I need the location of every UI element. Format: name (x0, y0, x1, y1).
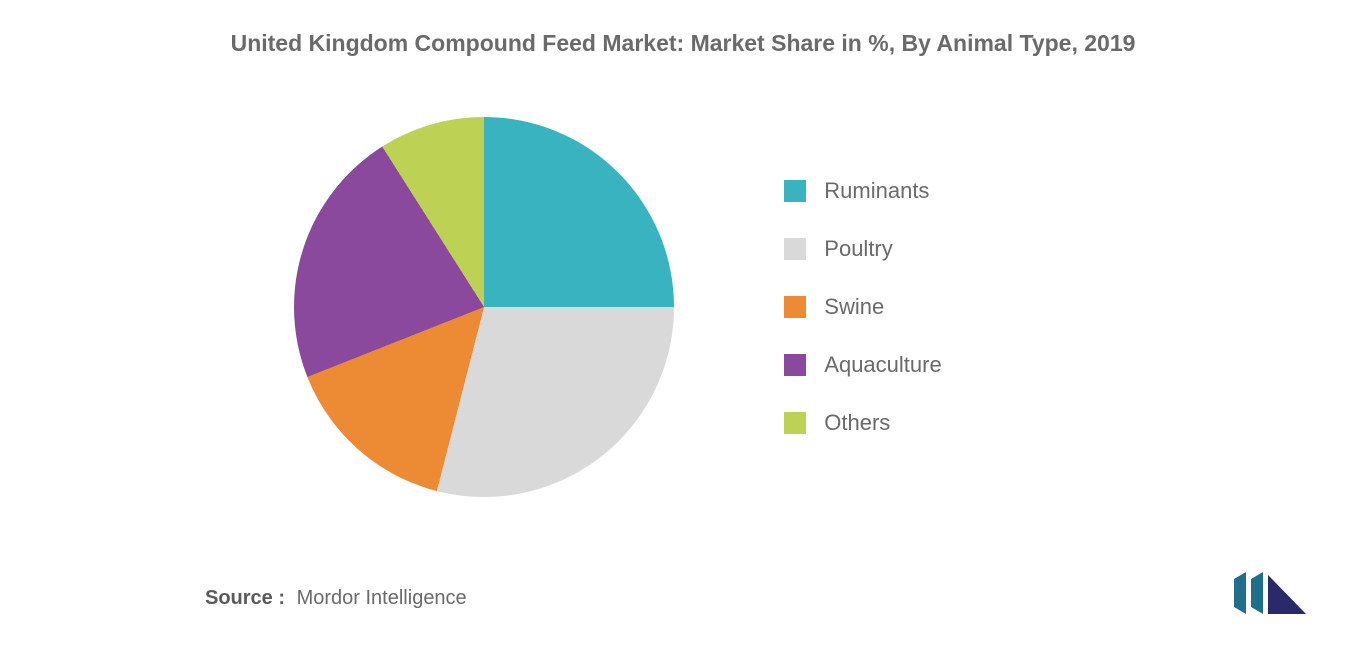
pie-wrap (294, 117, 674, 497)
mordor-logo-icon (1231, 569, 1311, 617)
legend-item-swine: Swine (784, 294, 941, 320)
legend-label: Poultry (824, 236, 892, 262)
legend-item-ruminants: Ruminants (784, 178, 941, 204)
legend-item-others: Others (784, 410, 941, 436)
legend-label: Aquaculture (824, 352, 941, 378)
legend-swatch (784, 296, 806, 318)
chart-title: United Kingdom Compound Feed Market: Mar… (0, 0, 1366, 57)
chart-area: Ruminants Poultry Swine Aquaculture Othe… (0, 57, 1366, 537)
legend-label: Swine (824, 294, 884, 320)
pie-chart (294, 117, 674, 497)
legend-swatch (784, 412, 806, 434)
legend-item-poultry: Poultry (784, 236, 941, 262)
source-prefix: Source : (205, 587, 285, 609)
legend: Ruminants Poultry Swine Aquaculture Othe… (784, 146, 941, 468)
legend-label: Ruminants (824, 178, 929, 204)
source-name: Mordor Intelligence (297, 587, 467, 609)
legend-item-aquaculture: Aquaculture (784, 352, 941, 378)
legend-label: Others (824, 410, 890, 436)
legend-swatch (784, 238, 806, 260)
legend-swatch (784, 354, 806, 376)
legend-swatch (784, 180, 806, 202)
source-attribution: Source : Mordor Intelligence (205, 587, 467, 610)
